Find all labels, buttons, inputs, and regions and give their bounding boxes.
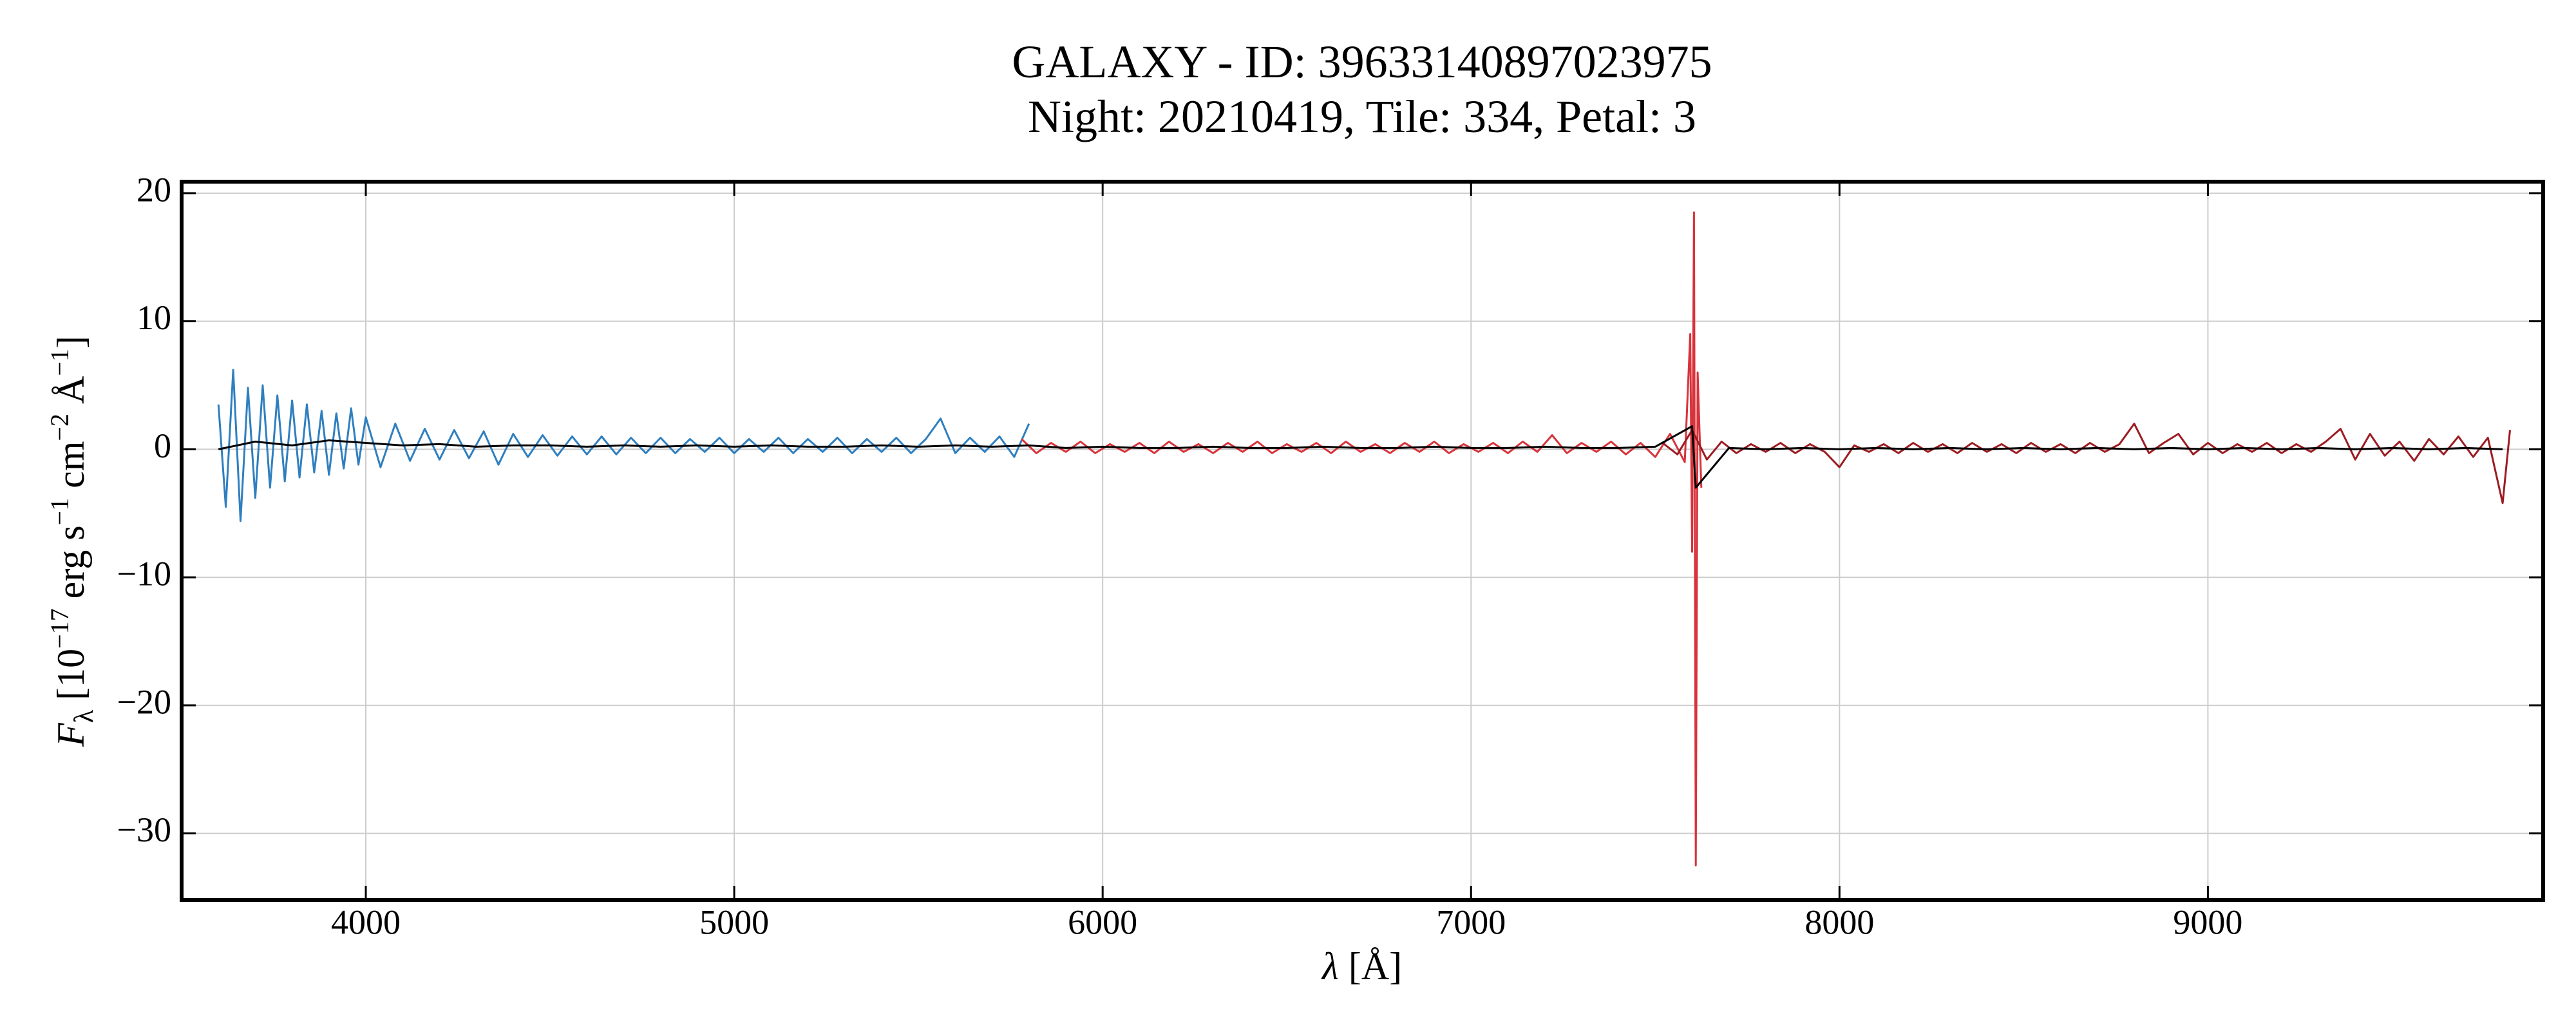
y-tick-label: −30 <box>117 810 171 849</box>
x-tick-label: 9000 <box>2173 903 2242 941</box>
y-tick-label: −20 <box>117 682 171 721</box>
y-axis-label-part: [10 <box>50 649 92 710</box>
x-tick-label: 5000 <box>699 903 769 941</box>
x-axis-label-part: [Å] <box>1339 945 1402 988</box>
plot-lines <box>217 211 2511 866</box>
x-tick-label: 6000 <box>1068 903 1137 941</box>
y-axis-label-part: erg s <box>50 525 92 608</box>
x-axis-label: λ [Å] <box>1321 945 1402 988</box>
x-tick-label: 7000 <box>1436 903 1506 941</box>
y-axis-label-part: cm <box>50 441 92 498</box>
y-axis-label: Fλ [10−17 erg s−1 cm−2 Å−1] <box>45 336 99 747</box>
y-tick-label: 20 <box>137 170 171 209</box>
axes: 4000 5000 6000 7000 8000 9000 −30 −20 −10 0 10 20 <box>117 170 2545 941</box>
chart-subtitle: Night: 20210419, Tile: 334, Petal: 3 <box>1028 91 1696 142</box>
y-axis-label-part: −17 <box>45 608 74 649</box>
y-axis-label-part: −1 <box>45 349 74 376</box>
y-tick-label: 0 <box>154 426 171 465</box>
y-axis-label-part: −2 <box>45 414 74 441</box>
plot-frame <box>180 180 2545 902</box>
y-axis-label-part: λ <box>70 709 99 723</box>
x-tick-label: 4000 <box>331 903 401 941</box>
chart-title: GALAXY - ID: 39633140897023975 <box>1012 36 1712 88</box>
x-tick-label: 8000 <box>1804 903 1874 941</box>
y-tick-label: −10 <box>117 555 171 593</box>
y-axis-label-part: −1 <box>45 498 74 526</box>
y-tick-label: 10 <box>137 298 171 337</box>
x-axis-label-part: λ <box>1321 945 1339 988</box>
y-axis-label-part: ] <box>50 336 92 349</box>
y-axis-label-part: F <box>50 722 92 747</box>
y-axis-label-part: Å <box>50 376 92 414</box>
spectrum-line <box>218 425 2503 489</box>
